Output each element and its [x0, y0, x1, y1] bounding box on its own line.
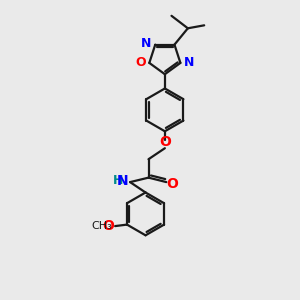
Text: N: N — [184, 56, 194, 69]
Text: N: N — [141, 37, 152, 50]
Text: CH₃: CH₃ — [92, 221, 112, 231]
Text: H: H — [113, 174, 124, 187]
Text: N: N — [117, 174, 129, 188]
Text: O: O — [166, 177, 178, 190]
Text: O: O — [102, 219, 114, 233]
Text: O: O — [135, 56, 146, 69]
Text: O: O — [159, 135, 171, 149]
